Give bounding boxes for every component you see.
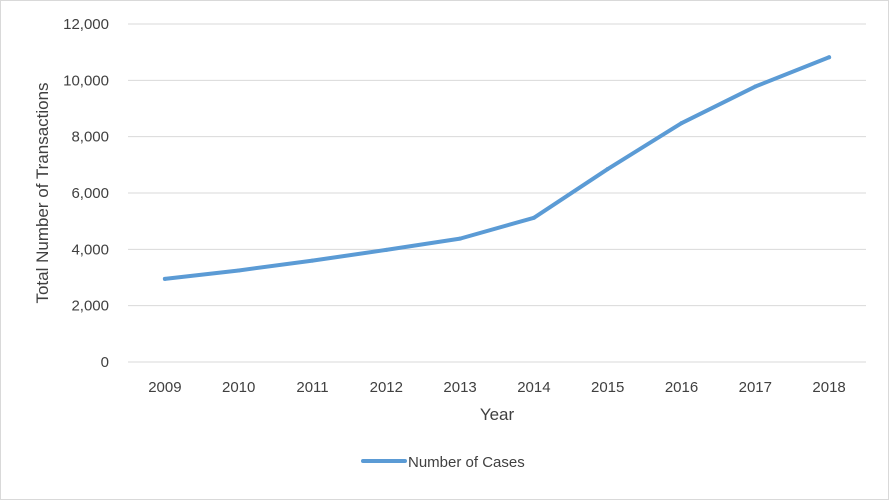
y-tick-label: 12,000: [63, 16, 109, 33]
legend: Number of Cases: [361, 454, 525, 471]
y-tick-labels: 0 2,000 4,000 6,000 8,000 10,000 12,000: [63, 16, 109, 371]
legend-label: Number of Cases: [408, 454, 525, 471]
data-point: [458, 236, 463, 241]
data-point: [827, 55, 832, 60]
x-tick-label: 2009: [148, 379, 181, 396]
x-tick-label: 2014: [517, 379, 550, 396]
x-tick-label: 2017: [739, 379, 772, 396]
series-lines: [162, 55, 832, 281]
y-tick-label: 10,000: [63, 72, 109, 89]
x-tick-label: 2013: [443, 379, 476, 396]
x-tick-label: 2012: [370, 379, 403, 396]
data-point: [236, 268, 241, 273]
y-axis-title: Total Number of Transactions: [33, 82, 52, 303]
x-axis-title: Year: [480, 405, 515, 424]
x-tick-label: 2011: [296, 379, 328, 396]
x-tick-labels: 2009 2010 2011 2012 2013 2014 2015 2016 2017 2018: [148, 379, 846, 396]
gridlines: [128, 23, 866, 363]
data-point: [162, 276, 167, 281]
data-point: [605, 167, 610, 172]
data-point: [531, 215, 536, 220]
y-tick-label: 4,000: [71, 241, 109, 258]
y-tick-label: 8,000: [71, 129, 109, 146]
data-point: [310, 258, 315, 263]
x-tick-label: 2015: [591, 379, 624, 396]
data-point: [753, 84, 758, 89]
x-tick-label: 2018: [812, 379, 845, 396]
data-point: [384, 247, 389, 252]
series-line: [162, 55, 832, 281]
data-point: [679, 121, 684, 126]
y-tick-label: 0: [101, 354, 109, 371]
x-tick-label: 2016: [665, 379, 698, 396]
y-tick-label: 6,000: [71, 185, 109, 202]
x-tick-label: 2010: [222, 379, 255, 396]
y-tick-label: 2,000: [71, 298, 109, 315]
